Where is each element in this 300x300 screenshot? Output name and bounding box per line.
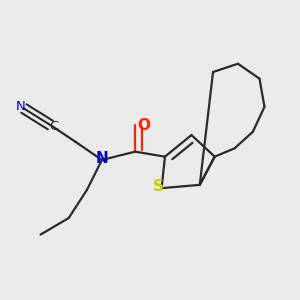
Text: S: S <box>153 179 164 194</box>
Text: N: N <box>16 100 26 113</box>
Text: N: N <box>95 151 108 166</box>
Text: O: O <box>137 118 150 133</box>
Text: C: C <box>49 120 58 133</box>
